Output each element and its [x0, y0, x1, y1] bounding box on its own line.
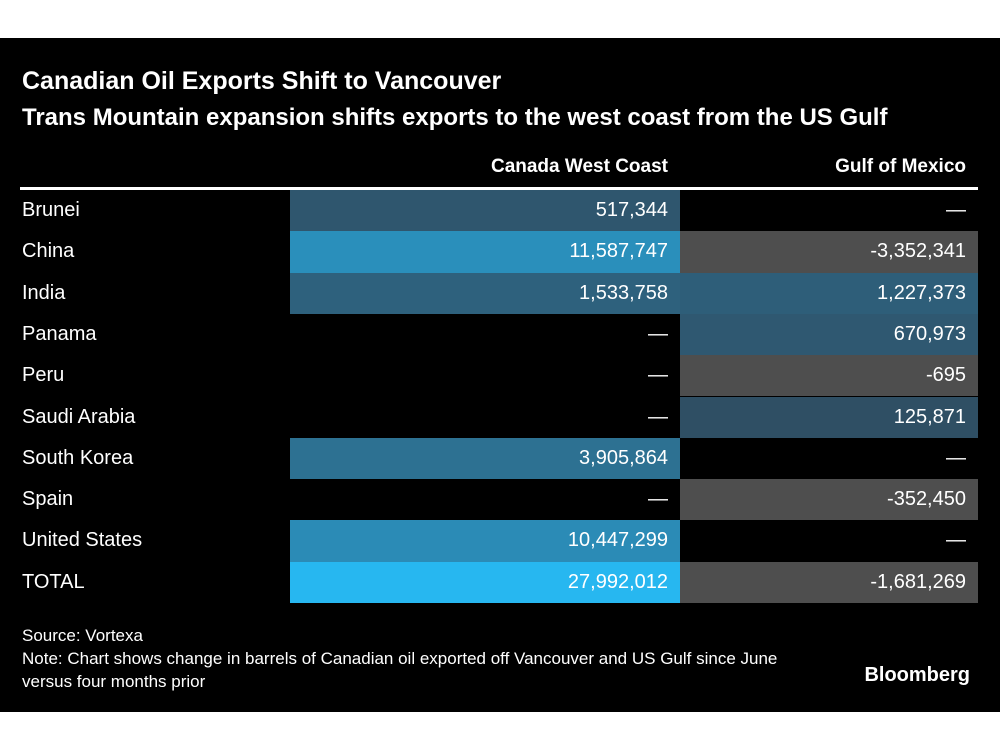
row-label-total: TOTAL	[22, 570, 85, 593]
chart-title: Canadian Oil Exports Shift to Vancouver	[22, 67, 502, 95]
methodology-note: Note: Chart shows change in barrels of C…	[22, 649, 778, 691]
cell-saudi-arabia-gulf: 125,871	[680, 396, 978, 438]
chart-subtitle: Trans Mountain expansion shifts exports …	[22, 104, 888, 131]
cell-panama-west: —	[648, 322, 668, 345]
table-row: Brunei 517,344 —	[20, 190, 978, 232]
cell-brunei-west: 517,344	[290, 190, 680, 232]
chart-footer: Source: Vortexa Note: Chart shows change…	[22, 624, 782, 693]
cell-saudi-arabia-west: —	[648, 405, 668, 428]
cell-south-korea-west: 3,905,864	[290, 437, 680, 480]
cell-peru-west: —	[648, 364, 668, 387]
row-label-united-states: United States	[22, 529, 143, 552]
row-label-south-korea: South Korea	[22, 446, 134, 469]
cell-china-gulf: -3,352,341	[680, 231, 978, 273]
cell-united-states-gulf: —	[946, 529, 966, 552]
row-label-spain: Spain	[22, 488, 74, 511]
cell-total-gulf: -1,681,269	[680, 561, 978, 603]
table-row: Spain — -352,450	[20, 479, 978, 521]
table-row: South Korea 3,905,864 —	[20, 437, 978, 480]
cell-south-korea-gulf: —	[946, 446, 966, 469]
cell-india-gulf: 1,227,373	[680, 272, 978, 314]
header-divider	[20, 187, 978, 190]
chart-panel: Canadian Oil Exports Shift to Vancouver …	[0, 38, 1000, 712]
row-label-brunei: Brunei	[22, 199, 80, 221]
cell-panama-gulf: 670,973	[680, 313, 978, 356]
bloomberg-logo: Bloomberg	[864, 664, 970, 686]
table-row: Saudi Arabia — 125,871	[20, 396, 978, 438]
cell-brunei-gulf: —	[946, 199, 966, 221]
row-label-india: India	[22, 281, 66, 304]
source-note: Source: Vortexa	[22, 626, 143, 645]
column-header-gulf-of-mexico: Gulf of Mexico	[835, 156, 966, 177]
cell-peru-gulf: -695	[680, 355, 978, 397]
table-row: United States 10,447,299 —	[20, 520, 978, 562]
cell-spain-gulf: -352,450	[680, 479, 978, 521]
table-row: China 11,587,747 -3,352,341	[20, 231, 978, 273]
cell-china-west: 11,587,747	[290, 231, 680, 273]
table-row: Peru — -695	[20, 355, 978, 397]
cell-united-states-west: 10,447,299	[290, 520, 680, 562]
table-row: India 1,533,758 1,227,373	[20, 272, 978, 314]
row-label-china: China	[22, 240, 75, 263]
cell-total-west: 27,992,012	[290, 561, 680, 603]
cell-india-west: 1,533,758	[290, 272, 680, 314]
table-row: Panama — 670,973	[20, 313, 978, 356]
table-row: TOTAL 27,992,012 -1,681,269	[20, 561, 978, 603]
row-label-panama: Panama	[22, 322, 97, 345]
column-header-canada-west-coast: Canada West Coast	[490, 156, 668, 177]
row-label-saudi-arabia: Saudi Arabia	[22, 405, 136, 428]
row-label-peru: Peru	[22, 364, 65, 387]
cell-spain-west: —	[648, 488, 668, 511]
